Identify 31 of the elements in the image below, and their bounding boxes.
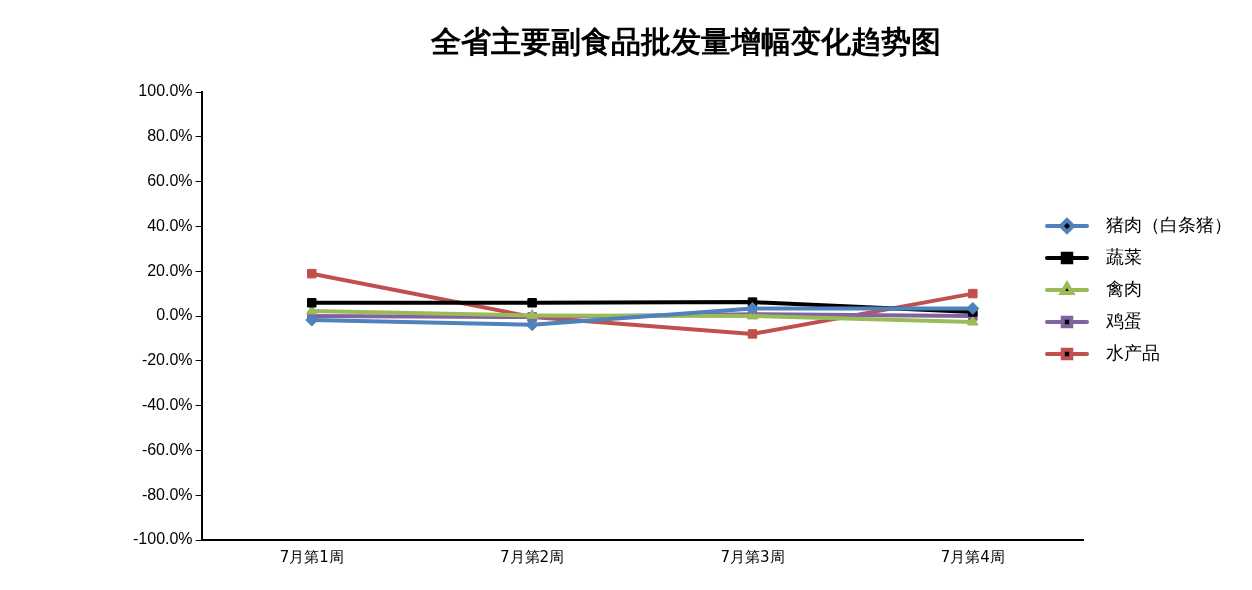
point — [525, 318, 539, 332]
y-tick-label: -80.0% — [141, 485, 193, 503]
point — [966, 301, 980, 315]
x-tick-label: 7月第1周 — [279, 547, 344, 566]
point — [745, 301, 759, 315]
point — [307, 268, 317, 279]
x-tick-label: 7月第2周 — [500, 547, 565, 566]
point — [527, 298, 537, 308]
point — [968, 288, 978, 299]
y-tick-label: 40.0% — [147, 216, 193, 234]
legend-label: 猪肉（白条猪） — [1106, 213, 1232, 235]
y-tick-label: -60.0% — [141, 440, 193, 458]
point — [967, 315, 979, 326]
x-tick-label: 7月第4周 — [940, 547, 1005, 566]
y-tick-label: 0.0% — [156, 306, 193, 324]
y-tick-label: -100.0% — [133, 530, 193, 548]
y-tick-label: 20.0% — [147, 261, 193, 279]
legend-label: 鸡蛋 — [1105, 309, 1142, 331]
y-tick-label: 60.0% — [147, 172, 193, 190]
legend-label: 水产品 — [1106, 341, 1160, 363]
point — [747, 329, 758, 339]
y-tick-label: -20.0% — [141, 351, 193, 369]
point — [305, 313, 319, 327]
legend-label: 禽肉 — [1106, 277, 1142, 299]
point — [307, 298, 317, 308]
legend-label: 蔬菜 — [1106, 245, 1142, 267]
chart-title: 全省主要副食品批发量增幅变化趋势图 — [430, 23, 941, 59]
y-tick-label: -40.0% — [141, 396, 193, 414]
y-tick-label: 80.0% — [147, 127, 193, 145]
y-tick-label: 100.0% — [138, 82, 193, 100]
x-tick-label: 7月第3周 — [720, 547, 785, 566]
